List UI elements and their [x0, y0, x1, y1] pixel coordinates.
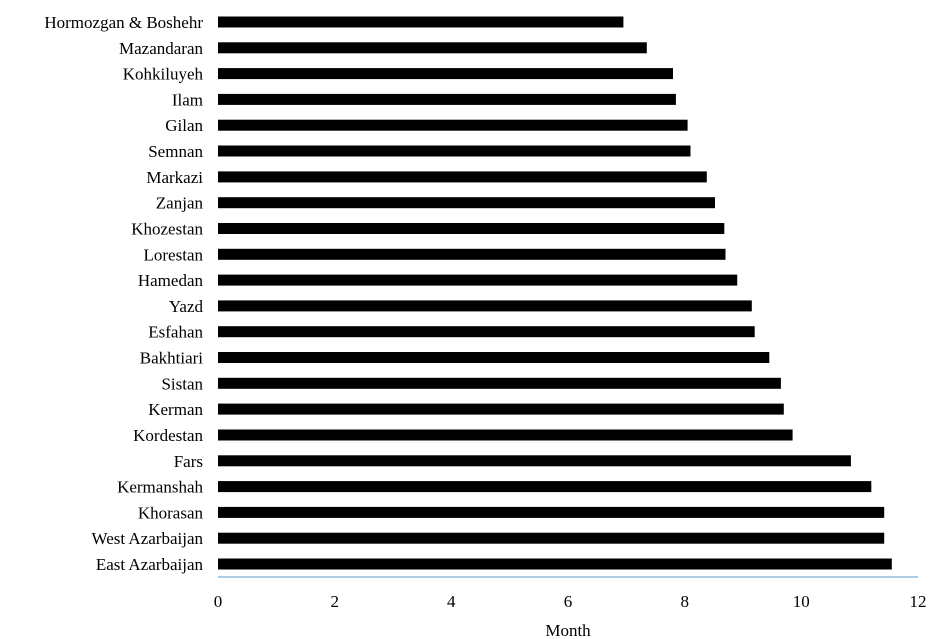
- category-label: Bakhtiari: [140, 349, 204, 368]
- x-tick-labels: 0 2 4 6 8 10 12: [214, 592, 927, 611]
- category-label: Semnan: [148, 142, 203, 161]
- x-tick-label: 4: [447, 592, 456, 611]
- bar-kerman: [218, 403, 784, 415]
- x-tick-label: 8: [680, 592, 689, 611]
- bar-fars: [218, 455, 851, 467]
- bar-zanjan: [218, 197, 715, 209]
- category-label: Esfahan: [148, 323, 203, 342]
- category-label: Zanjan: [156, 194, 204, 213]
- bar-markazi: [218, 171, 707, 183]
- bar-hamedan: [218, 274, 738, 286]
- category-label: Ilam: [172, 90, 203, 109]
- x-tick-label: 10: [793, 592, 810, 611]
- category-label: Lorestan: [144, 245, 204, 264]
- category-label: Mazandaran: [119, 39, 204, 58]
- bar-east-azarbaijan: [218, 558, 892, 570]
- category-label: Markazi: [146, 168, 203, 187]
- x-axis-title: Month: [545, 621, 591, 639]
- x-tick-label: 12: [910, 592, 927, 611]
- bar-ilam: [218, 93, 676, 105]
- bar-hormozgan-boshehr: [218, 16, 624, 28]
- bar-khorasan: [218, 506, 885, 518]
- category-label: Kermanshah: [117, 478, 203, 497]
- category-label: Sistan: [161, 374, 203, 393]
- category-label: Gilan: [165, 116, 203, 135]
- category-label: Khozestan: [131, 220, 203, 239]
- category-label: Kordestan: [133, 426, 203, 445]
- bar-yazd: [218, 300, 752, 312]
- x-tick-label: 6: [564, 592, 573, 611]
- bar-sistan: [218, 377, 781, 389]
- x-tick-label: 0: [214, 592, 223, 611]
- bar-west-azarbaijan: [218, 532, 885, 544]
- bar-esfahan: [218, 326, 755, 338]
- bar-lorestan: [218, 248, 726, 260]
- category-label: East Azarbaijan: [96, 555, 204, 574]
- bar-bakhtiari: [218, 352, 770, 363]
- category-label: West Azarbaijan: [92, 529, 204, 548]
- bars: [218, 16, 892, 570]
- category-label: Yazd: [169, 297, 204, 316]
- bar-khozestan: [218, 223, 725, 234]
- category-label: Fars: [174, 452, 203, 471]
- category-labels: Hormozgan & Boshehr Mazandaran Kohkiluyeh I…: [44, 13, 203, 574]
- bar-semnan: [218, 145, 691, 157]
- bar-kohkiluyeh: [218, 68, 673, 80]
- bar-kermanshah: [218, 481, 872, 493]
- category-label: Khorasan: [138, 503, 204, 522]
- category-label: Kerman: [148, 400, 203, 419]
- bar-kordestan: [218, 429, 793, 441]
- x-tick-label: 2: [330, 592, 339, 611]
- bar-gilan: [218, 119, 688, 131]
- category-label: Hamedan: [138, 271, 204, 290]
- bar-mazandaran: [218, 42, 647, 54]
- category-label: Kohkiluyeh: [123, 65, 204, 84]
- category-label: Hormozgan & Boshehr: [44, 13, 203, 32]
